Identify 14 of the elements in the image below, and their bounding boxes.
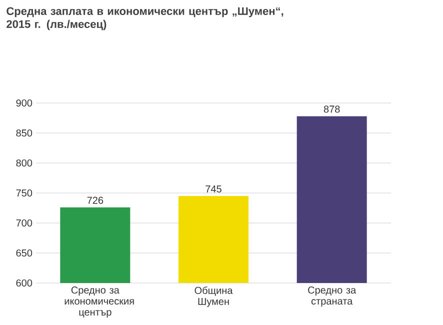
- x-tick-label: Средно за икономическия център: [64, 286, 134, 318]
- data-label: 878: [324, 106, 340, 113]
- y-tick-label: 900: [16, 99, 32, 107]
- y-tick-label: 750: [16, 189, 32, 197]
- y-tick-label: 800: [16, 159, 32, 167]
- y-tick-label: 650: [16, 249, 32, 257]
- x-tick-label: Средно за страната: [308, 286, 356, 307]
- data-label: 745: [206, 185, 222, 192]
- y-tick-label: 600: [16, 279, 32, 287]
- y-tick-label: 850: [16, 129, 32, 137]
- chart-title: Средна заплата в икономически център „Шумен“, 2015 г. (лв./месец): [6, 7, 284, 30]
- y-tick-label: 700: [16, 219, 32, 227]
- x-tick-label: Община Шумен: [194, 286, 233, 307]
- data-label: 726: [87, 196, 104, 204]
